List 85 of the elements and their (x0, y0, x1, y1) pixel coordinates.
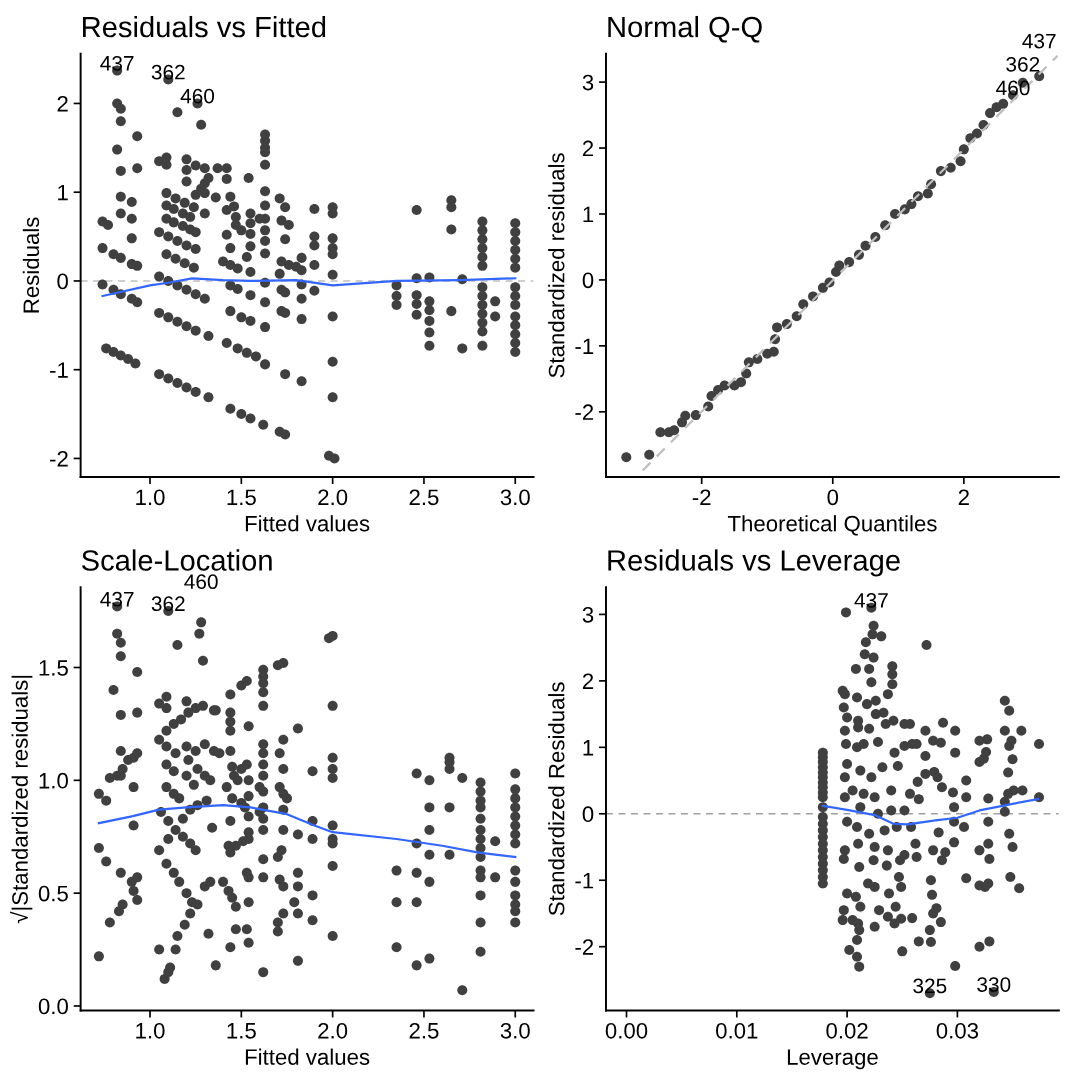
annotation: 437 (100, 55, 134, 71)
y-tick-label: 0.5 (38, 885, 68, 902)
point (971, 128, 982, 139)
point (669, 425, 680, 436)
x-axis-title: Fitted values (245, 1048, 370, 1065)
x-axis-title: Theoretical Quantiles (727, 515, 937, 536)
annotation: 362 (151, 596, 185, 612)
y-tick-label: -2 (575, 404, 594, 420)
y-tick-label: 0 (57, 273, 68, 290)
y-tick-label: 0 (582, 272, 594, 289)
chart-title: Scale-Location (81, 549, 272, 571)
point (890, 208, 901, 219)
x-tick-label: 2.5 (409, 489, 439, 506)
y-tick-label: 3 (582, 606, 594, 623)
y-tick-label: -1 (575, 338, 594, 354)
x-axis-title: Fitted values (245, 515, 370, 532)
x-axis-title: Leverage (787, 1049, 878, 1070)
x-tick-label: 1.5 (227, 1023, 256, 1039)
point (860, 240, 871, 251)
x-tick-label: 3.0 (500, 1022, 530, 1039)
x-tick-label: 2.0 (318, 1022, 348, 1039)
annotation: 362 (1006, 56, 1040, 72)
x-tick-label: 0 (827, 489, 839, 506)
x-tick-label: 1.5 (227, 489, 256, 506)
annotation: 460 (996, 80, 1030, 96)
point (998, 98, 1009, 109)
y-axis-title: √|Standardized residuals| (10, 675, 33, 924)
x-tick-label: 1.0 (136, 1022, 165, 1039)
y-tick-label: 1.5 (39, 660, 68, 676)
point (772, 322, 783, 333)
y-tick-label: 0 (582, 806, 594, 823)
x-tick-label: 1.0 (136, 489, 165, 506)
point (834, 260, 845, 271)
y-tick-label: 2 (57, 95, 68, 112)
x-tick-label: 0.02 (826, 1022, 868, 1039)
annotation: 460 (184, 574, 218, 590)
chart-title: Normal Q-Q (608, 15, 762, 43)
x-tick-label: 2 (958, 489, 969, 505)
point (922, 188, 933, 199)
y-tick-label: 3 (582, 74, 594, 91)
y-tick-label: -1 (575, 873, 594, 889)
x-tick-label: 3.0 (500, 489, 530, 506)
point (768, 346, 779, 357)
annotation: 325 (913, 978, 947, 994)
y-tick-label: 2 (582, 673, 594, 689)
chart-title: Residuals vs Leverage (608, 549, 900, 577)
x-tick-label: 0.03 (936, 1022, 979, 1039)
point (791, 311, 802, 322)
point (680, 410, 691, 421)
annotation: 437 (854, 593, 888, 608)
point (844, 257, 855, 268)
annotation: 437 (1022, 33, 1056, 49)
y-tick-label: 2 (582, 140, 594, 157)
x-tick-label: 2.0 (318, 489, 348, 506)
y-axis-title: Standardized Residuals (548, 682, 565, 916)
y-tick-label: -2 (575, 939, 594, 955)
point (945, 162, 956, 173)
y-tick-label: 1 (58, 184, 68, 201)
point (817, 282, 828, 293)
annotation: 362 (151, 64, 185, 80)
x-tick-label: 2.5 (409, 1022, 439, 1039)
y-tick-label: -2 (50, 450, 68, 467)
x-tick-label: 0.01 (716, 1022, 758, 1039)
y-tick-label: 1 (583, 740, 594, 756)
annotation: 330 (977, 977, 1011, 992)
y-axis-title: Standardized residuals (548, 153, 565, 378)
point (621, 452, 632, 463)
point (644, 449, 655, 460)
y-tick-label: -1 (50, 362, 68, 378)
chart-title: Residuals vs Fitted (83, 15, 326, 38)
y-tick-label: 1 (583, 206, 594, 223)
annotation: 437 (100, 591, 134, 607)
annotation: 460 (180, 88, 215, 104)
point (690, 410, 701, 421)
x-tick-label: -2 (692, 489, 711, 505)
point (735, 377, 746, 388)
point (985, 108, 996, 119)
point (958, 144, 969, 155)
point (955, 156, 966, 167)
y-tick-label: 1.0 (39, 772, 68, 789)
y-tick-label: 0.0 (38, 998, 68, 1015)
point (906, 199, 917, 210)
point (741, 368, 752, 379)
x-tick-label: 0.00 (605, 1022, 648, 1039)
y-axis-title: Residuals (22, 217, 40, 313)
